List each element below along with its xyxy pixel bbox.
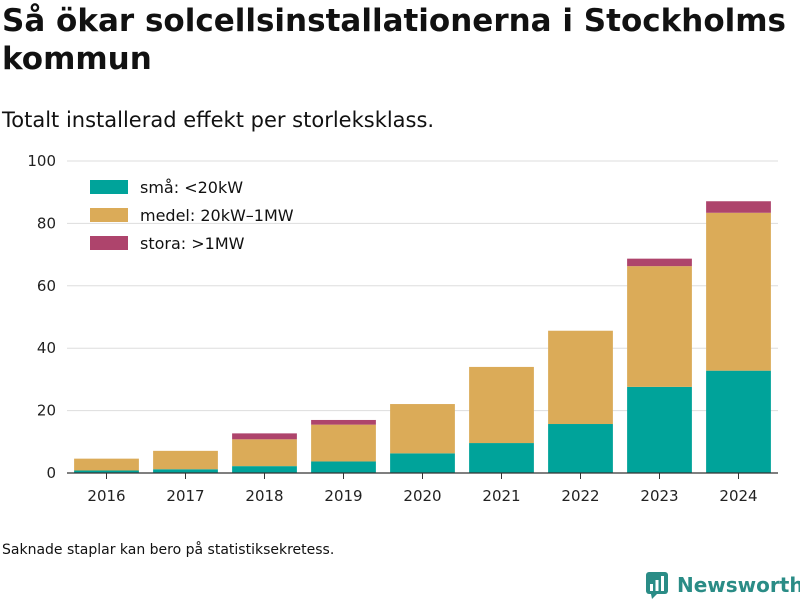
- x-tick-label: 2017: [166, 487, 204, 505]
- chart-title: Så ökar solcellsinstallationerna i Stock…: [2, 3, 786, 77]
- bars: [74, 201, 771, 473]
- y-axis-ticks: 0 20 40 60 80 100: [27, 152, 56, 482]
- bar-segment-medel: [548, 330, 613, 425]
- bar-segment-sma: [232, 466, 297, 473]
- bar-segment-sma: [548, 424, 613, 473]
- bar-segment-medel: [469, 366, 534, 444]
- x-tick-label: 2019: [324, 487, 362, 505]
- legend-label: små: <20kW: [140, 178, 243, 197]
- bar-segment-stora: [232, 433, 297, 440]
- bar-segment-sma: [706, 370, 771, 473]
- chart-subtitle: Totalt installerad effekt per storlekskl…: [2, 108, 435, 132]
- bar-segment-medel: [153, 450, 218, 470]
- bar-segment-medel: [74, 458, 139, 471]
- bar-segment-medel: [311, 424, 376, 462]
- legend-label: medel: 20kW–1MW: [140, 206, 294, 225]
- bar-segment-medel: [627, 266, 692, 387]
- y-tick-label: 20: [37, 402, 56, 420]
- stacked-bar-chart: 0 20 40 60 80 100 2016 2017 2018 2019 2020 2021 202…: [27, 152, 778, 505]
- x-tick-label: 2022: [561, 487, 599, 505]
- bar-segment-stora: [311, 419, 376, 425]
- legend-swatch: [90, 180, 128, 194]
- bar-segment-stora: [706, 201, 771, 213]
- y-tick-label: 0: [46, 464, 56, 482]
- bar-segment-medel: [390, 404, 455, 454]
- x-tick-label: 2023: [640, 487, 678, 505]
- bar-segment-medel: [706, 212, 771, 371]
- legend-swatch: [90, 208, 128, 222]
- brand-name: Newsworthy: [677, 573, 800, 597]
- bar-segment-medel: [232, 439, 297, 467]
- legend-swatch: [90, 236, 128, 250]
- x-tick-label: 2018: [245, 487, 283, 505]
- y-tick-label: 40: [37, 339, 56, 357]
- newsworthy-logo-icon: [646, 572, 668, 599]
- bar-segment-sma: [311, 461, 376, 473]
- bar-segment-sma: [153, 469, 218, 473]
- bar-segment-sma: [627, 386, 692, 473]
- bar-segment-stora: [627, 258, 692, 267]
- bar-segment-sma: [469, 443, 534, 473]
- footnote: Saknade staplar kan bero på statistiksek…: [2, 542, 335, 558]
- legend-label: stora: >1MW: [140, 234, 245, 253]
- bar-segment-sma: [74, 470, 139, 473]
- y-tick-label: 100: [27, 152, 56, 170]
- brand-logo: Newsworthy: [645, 570, 800, 600]
- x-tick-label: 2021: [482, 487, 520, 505]
- legend: små: <20kW medel: 20kW–1MW stora: >1MW: [90, 178, 294, 253]
- x-tick-label: 2016: [87, 487, 125, 505]
- x-tick-label: 2020: [403, 487, 441, 505]
- bar-segment-sma: [390, 453, 455, 473]
- x-axis: 2016 2017 2018 2019 2020 2021 2022 2023 2024: [67, 472, 778, 505]
- x-tick-label: 2024: [719, 487, 757, 505]
- y-tick-label: 80: [37, 214, 56, 232]
- y-tick-label: 60: [37, 277, 56, 295]
